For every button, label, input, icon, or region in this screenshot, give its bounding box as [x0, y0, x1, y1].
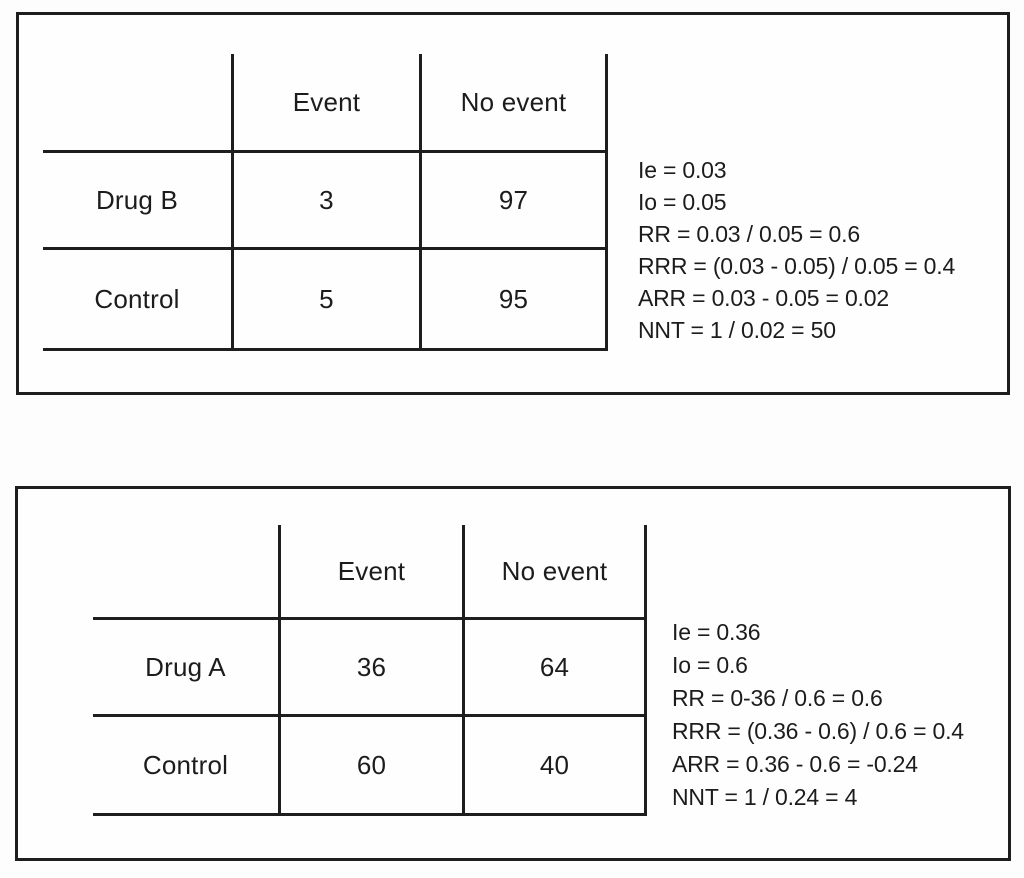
calc-line-arr: ARR = 0.36 - 0.6 = -0.24 [672, 751, 918, 777]
cell-control-no-event: 95 [419, 250, 608, 351]
calc-line-rrr: RRR = (0.03 - 0.05) / 0.05 = 0.4 [638, 253, 956, 279]
calc-line-nnt: NNT = 1 / 0.02 = 50 [638, 317, 836, 343]
cell-control-no-event: 40 [462, 717, 647, 816]
column-header-event: Event [231, 54, 419, 153]
cell-control-event: 5 [231, 250, 419, 351]
calc-line-rr: RR = 0-36 / 0.6 = 0.6 [672, 685, 883, 711]
calc-line-arr: ARR = 0.03 - 0.05 = 0.02 [638, 285, 889, 311]
calc-line-ie: Ie = 0.03 [638, 157, 727, 183]
contingency-table-drug-b: Event No event Drug B 3 97 Control 5 95 [43, 54, 608, 351]
panel-drug-b: Event No event Drug B 3 97 Control 5 95 … [16, 12, 1010, 395]
column-header-no-event: No event [419, 54, 608, 153]
calculation-block-drug-b: Ie = 0.03 Io = 0.05 RR = 0.03 / 0.05 = 0… [638, 154, 955, 346]
calc-line-rrr: RRR = (0.36 - 0.6) / 0.6 = 0.4 [672, 718, 964, 744]
calc-line-ie: Ie = 0.36 [672, 619, 761, 645]
table-corner-cell [43, 54, 231, 153]
calc-line-io: Io = 0.05 [638, 189, 727, 215]
cell-control-event: 60 [278, 717, 462, 816]
calc-line-nnt: NNT = 1 / 0.24 = 4 [672, 784, 858, 810]
row-label-drug-a: Drug A [93, 620, 278, 717]
cell-drug-b-no-event: 97 [419, 153, 608, 250]
table-corner-cell [93, 525, 278, 620]
calc-line-rr: RR = 0.03 / 0.05 = 0.6 [638, 221, 860, 247]
row-label-control: Control [43, 250, 231, 351]
row-label-drug-b: Drug B [43, 153, 231, 250]
cell-drug-b-event: 3 [231, 153, 419, 250]
column-header-no-event: No event [462, 525, 647, 620]
contingency-table-drug-a: Event No event Drug A 36 64 Control 60 4… [93, 525, 647, 816]
cell-drug-a-no-event: 64 [462, 620, 647, 717]
calc-line-io: Io = 0.6 [672, 652, 748, 678]
cell-drug-a-event: 36 [278, 620, 462, 717]
row-label-control: Control [93, 717, 278, 816]
panel-drug-a: Event No event Drug A 36 64 Control 60 4… [15, 486, 1011, 861]
calculation-block-drug-a: Ie = 0.36 Io = 0.6 RR = 0-36 / 0.6 = 0.6… [672, 616, 964, 814]
column-header-event: Event [278, 525, 462, 620]
